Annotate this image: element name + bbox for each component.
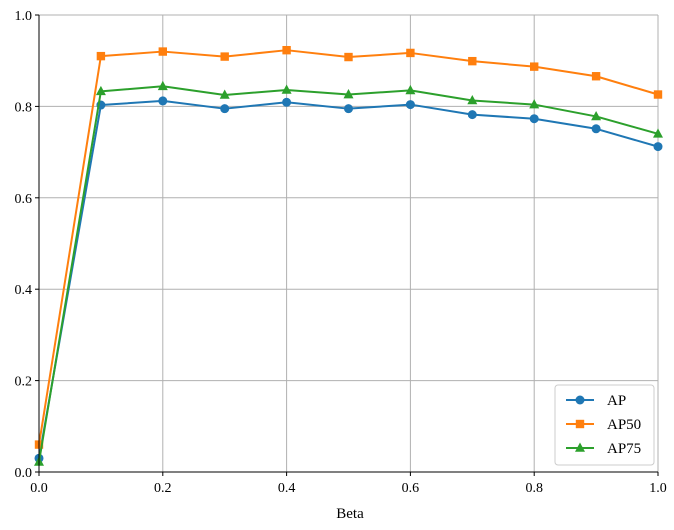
data-point-ap50 [591,72,601,81]
x-tick-label: 0.4 [278,481,296,496]
legend-label-ap50: AP50 [607,417,641,433]
y-tick-label: 0.6 [15,192,33,207]
x-tick-label: 0.0 [30,481,48,496]
legend-label-ap75: AP75 [607,441,641,457]
y-tick-label: 1.0 [15,9,33,24]
x-tick-label: 1.0 [649,481,667,496]
data-point-ap50 [220,52,229,61]
data-point-ap [344,104,353,114]
data-point-ap75 [591,110,602,121]
legend-marker-ap50 [575,419,585,429]
data-point-ap [282,97,292,107]
series-layer [34,45,663,466]
data-point-ap50 [530,62,539,71]
data-point-ap [467,110,477,120]
legend-marker-ap75 [575,442,585,452]
x-tick-label: 0.2 [154,481,172,496]
series-ap75 [34,80,663,466]
data-point-ap50 [282,45,291,55]
x-tick-label: 0.6 [402,481,420,496]
legend: AP AP50 AP75 [554,384,655,466]
data-point-ap75 [467,94,478,105]
data-point-ap [405,100,415,110]
data-point-ap75 [219,89,230,99]
data-point-ap50 [406,48,415,58]
y-tick-label: 0.8 [15,100,33,115]
data-point-ap75 [157,80,168,91]
data-point-ap [591,124,601,134]
series-ap [34,96,663,463]
data-point-ap [529,114,539,124]
data-point-ap75 [529,99,540,109]
data-point-ap75 [343,89,354,99]
legend-marker-ap [575,395,585,405]
data-point-ap50 [158,47,167,56]
ticks: 0.0 0.2 0.4 0.6 0.8 1.0 0.0 0.2 0.4 0.6 0.8 1.0 [15,9,667,496]
data-point-ap [653,142,663,152]
data-point-ap75 [405,84,416,95]
data-point-ap [220,104,230,114]
data-point-ap75 [281,84,292,94]
data-point-ap50 [96,51,106,61]
x-axis-title: Beta [336,506,364,522]
data-point-ap50 [653,90,663,99]
data-point-ap75 [653,128,663,138]
y-tick-label: 0.0 [15,466,33,481]
legend-label-ap: AP [607,393,626,409]
data-point-ap75 [95,85,106,96]
y-tick-label: 0.2 [15,375,33,390]
data-point-ap50 [468,56,477,66]
data-point-ap50 [344,52,353,62]
data-point-ap [158,96,168,106]
axes [38,15,658,473]
x-tick-label: 0.8 [525,481,543,496]
y-tick-label: 0.4 [15,283,33,298]
